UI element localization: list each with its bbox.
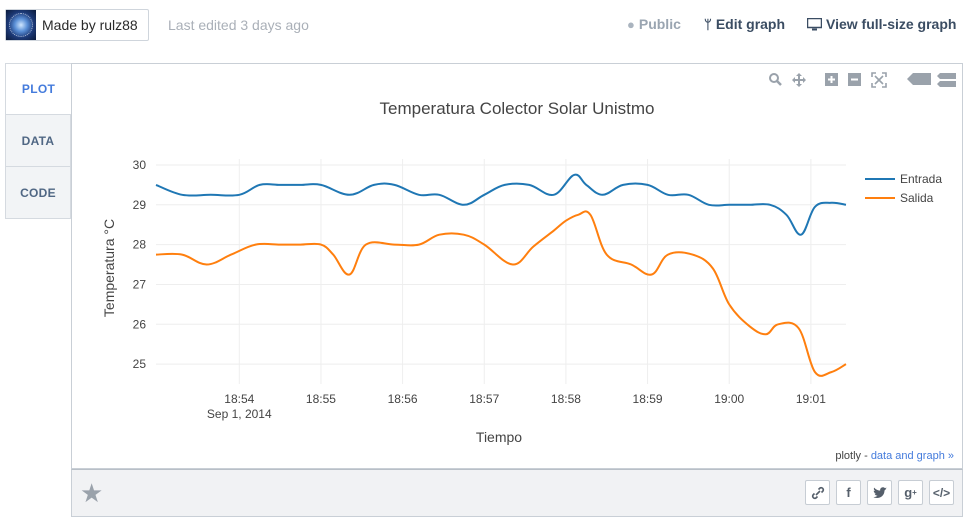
view-full-size-link[interactable]: View full-size graph [807, 16, 956, 32]
twitter-icon[interactable] [867, 480, 892, 505]
y-axis-label: Temperatura °C [101, 219, 117, 317]
hover-closest-icon[interactable] [907, 73, 931, 85]
edit-graph-label: Edit graph [715, 16, 786, 32]
autoscale-icon[interactable] [871, 72, 887, 88]
share-buttons: f g + </> [805, 480, 954, 505]
series-group [155, 173, 847, 377]
link-icon[interactable] [805, 480, 830, 505]
tab-plot[interactable]: PLOT [5, 63, 71, 115]
hover-compare-icon[interactable] [937, 73, 956, 87]
legend-item-entrada[interactable]: Entrada [900, 172, 942, 186]
x-tick-label: 19:01 [796, 392, 826, 406]
zoom-icon[interactable] [769, 73, 782, 86]
x-axis-label: Tiempo [476, 429, 522, 445]
y-axis-ticks: 25 26 27 28 29 30 [133, 158, 147, 371]
x-tick-label: 18:57 [469, 392, 499, 406]
plotly-credit[interactable]: plotly - data and graph » [835, 450, 954, 462]
x-tick-label: 18:59 [633, 392, 663, 406]
credit-prefix: plotly - [835, 450, 870, 462]
bottom-bar: ★ f g + </> [71, 469, 963, 517]
plot-frame: Temperatura Colector Solar Unistmo 25 26 2… [71, 63, 963, 469]
fork-icon: ᛘ [704, 16, 712, 32]
legend-item-salida[interactable]: Salida [900, 191, 934, 205]
credit-link[interactable]: data and graph » [871, 450, 954, 462]
monitor-icon [807, 17, 822, 30]
star-icon[interactable]: ★ [80, 478, 104, 508]
tab-data[interactable]: DATA [5, 115, 71, 167]
legend: Entrada Salida [865, 172, 942, 205]
series-line-salida[interactable] [155, 210, 847, 377]
y-tick-label: 27 [133, 277, 147, 291]
series-line-entrada[interactable] [155, 173, 847, 236]
public-label: Public [638, 16, 681, 32]
x-tick-sublabel: Sep 1, 2014 [207, 407, 272, 421]
public-status[interactable]: ● Public [627, 16, 681, 32]
y-tick-label: 25 [133, 357, 147, 371]
x-tick-label: 18:58 [551, 392, 581, 406]
line-chart: Temperatura Colector Solar Unistmo 25262… [101, 72, 956, 462]
chart-title: Temperatura Colector Solar Unistmo [380, 99, 655, 118]
google-plus-icon[interactable]: g + [898, 480, 923, 505]
y-tick-label: 29 [133, 198, 147, 212]
x-axis-ticks: 18:54 18:55 18:56 18:57 18:58 18:59 19:00 19:01 [224, 392, 826, 406]
edit-graph-link[interactable]: ᛘ Edit graph [704, 16, 785, 32]
facebook-icon[interactable]: f [836, 480, 861, 505]
pan-icon[interactable] [792, 73, 806, 87]
modebar [769, 72, 956, 88]
x-tick-label: 18:55 [306, 392, 336, 406]
embed-icon[interactable]: </> [929, 480, 954, 505]
x-tick-label: 18:54 [224, 392, 254, 406]
zoom-out-icon[interactable] [848, 73, 861, 86]
tab-code[interactable]: CODE [5, 167, 71, 219]
author-badge[interactable]: Made by rulz88 [5, 9, 149, 41]
x-tick-label: 18:56 [388, 392, 418, 406]
last-edited-text: Last edited 3 days ago [168, 17, 309, 33]
globe-icon: ● [627, 16, 635, 32]
y-tick-label: 26 [133, 317, 147, 331]
author-name: Made by rulz88 [42, 17, 138, 33]
y-tick-label: 30 [133, 158, 147, 172]
grid-lines [156, 159, 846, 384]
zoom-in-icon[interactable] [825, 73, 838, 86]
view-full-size-label: View full-size graph [826, 16, 957, 32]
y-tick-label: 28 [133, 238, 147, 252]
avatar [6, 10, 36, 40]
view-tabs: PLOT DATA CODE [5, 63, 71, 219]
x-tick-label: 19:00 [714, 392, 744, 406]
top-bar: Made by rulz88 Last edited 3 days ago ● … [0, 0, 969, 50]
